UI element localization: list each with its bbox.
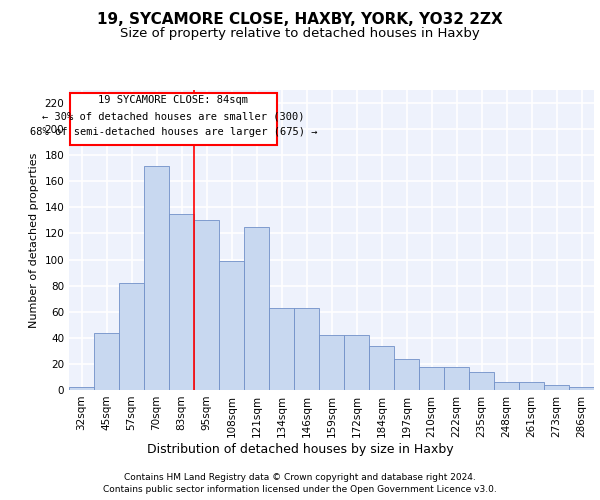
Bar [219,261,244,390]
Text: Contains public sector information licensed under the Open Government Licence v3: Contains public sector information licen… [103,485,497,494]
Bar [544,385,569,390]
Text: 68% of semi-detached houses are larger (675) →: 68% of semi-detached houses are larger (… [29,126,317,136]
Text: Contains HM Land Registry data © Crown copyright and database right 2024.: Contains HM Land Registry data © Crown c… [124,472,476,482]
Bar [269,308,294,390]
Bar [444,366,469,390]
Text: ← 30% of detached houses are smaller (300): ← 30% of detached houses are smaller (30… [42,111,305,121]
Bar [344,335,369,390]
Bar [94,332,119,390]
Bar [569,388,594,390]
Y-axis label: Number of detached properties: Number of detached properties [29,152,39,328]
Bar [469,372,494,390]
Bar [194,220,219,390]
Bar [369,346,394,390]
Bar [294,308,319,390]
Bar [394,358,419,390]
Bar [319,335,344,390]
Bar [519,382,544,390]
Bar [69,388,94,390]
Text: Size of property relative to detached houses in Haxby: Size of property relative to detached ho… [120,28,480,40]
Bar [144,166,169,390]
Bar [119,283,144,390]
Bar [494,382,519,390]
Text: 19, SYCAMORE CLOSE, HAXBY, YORK, YO32 2ZX: 19, SYCAMORE CLOSE, HAXBY, YORK, YO32 2Z… [97,12,503,28]
Bar [70,92,277,145]
Bar [419,366,444,390]
Bar [169,214,194,390]
Text: 19 SYCAMORE CLOSE: 84sqm: 19 SYCAMORE CLOSE: 84sqm [98,96,248,106]
Text: Distribution of detached houses by size in Haxby: Distribution of detached houses by size … [146,442,454,456]
Bar [244,227,269,390]
